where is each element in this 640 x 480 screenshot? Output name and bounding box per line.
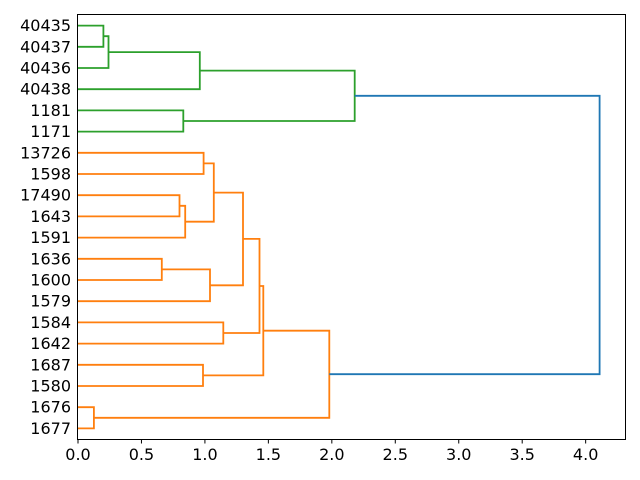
- leaf-label: 40435: [20, 16, 71, 35]
- leaf-label: 1171: [30, 122, 71, 141]
- leaf-label: 1600: [30, 271, 71, 290]
- x-tick-label: 0.0: [65, 445, 90, 464]
- x-tick-label: 1.5: [256, 445, 281, 464]
- leaf-label: 1591: [30, 228, 71, 247]
- x-tick-label: 3.0: [446, 445, 471, 464]
- leaf-label: 1598: [30, 165, 71, 184]
- leaf-label: 40438: [20, 80, 71, 99]
- leaf-label: 1676: [30, 398, 71, 417]
- leaf-label: 1181: [30, 101, 71, 120]
- leaf-label: 17490: [20, 186, 71, 205]
- leaf-label: 40436: [20, 59, 71, 78]
- leaf-label: 1687: [30, 355, 71, 374]
- x-tick-label: 1.0: [192, 445, 217, 464]
- axes-frame: [77, 14, 626, 440]
- leaf-label: 1636: [30, 249, 71, 268]
- x-tick-label: 3.5: [509, 445, 534, 464]
- leaf-label: 1643: [30, 207, 71, 226]
- x-tick-label: 2.5: [383, 445, 408, 464]
- x-tick-label: 0.5: [129, 445, 154, 464]
- leaf-label: 40437: [20, 37, 71, 56]
- x-tick-label: 2.0: [319, 445, 344, 464]
- leaf-label: 1642: [30, 334, 71, 353]
- leaf-label: 13726: [20, 143, 71, 162]
- leaf-label: 1579: [30, 292, 71, 311]
- leaf-label: 1677: [30, 419, 71, 438]
- dendrogram-link: [329, 94, 601, 376]
- leaf-label: 1584: [30, 313, 71, 332]
- leaf-label: 1580: [30, 377, 71, 396]
- x-tick-label: 4.0: [573, 445, 598, 464]
